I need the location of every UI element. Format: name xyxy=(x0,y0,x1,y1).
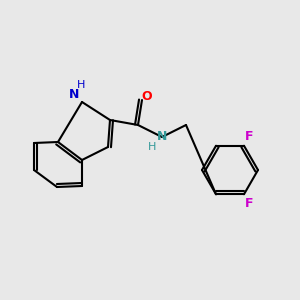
Text: N: N xyxy=(69,88,79,100)
Text: H: H xyxy=(148,142,156,152)
Text: F: F xyxy=(245,130,254,143)
Text: O: O xyxy=(142,91,152,103)
Text: N: N xyxy=(157,130,167,142)
Text: H: H xyxy=(77,80,85,90)
Text: F: F xyxy=(245,197,254,210)
